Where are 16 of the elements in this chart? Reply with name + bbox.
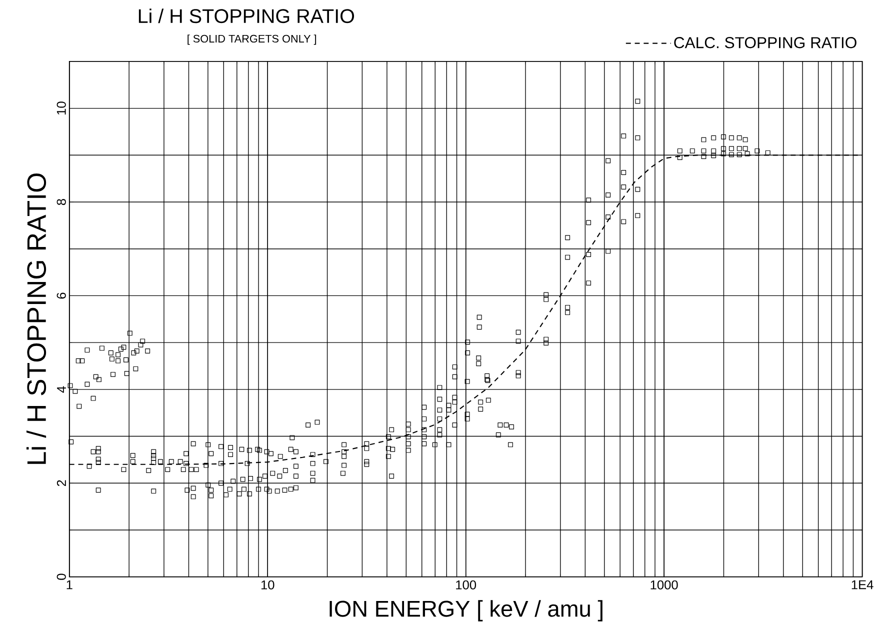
y-tick-label: 2 [56, 480, 66, 486]
y-tick-label: 6 [56, 292, 66, 298]
chart-title: Li / H STOPPING RATIO [138, 8, 354, 23]
y-tick-label: 10 [56, 101, 66, 114]
x-tick-label: 1E4 [852, 580, 874, 589]
chart-subtitle: [ SOLID TARGETS ONLY ] [188, 34, 316, 45]
x-tick-label: 1 [66, 580, 72, 589]
x-axis-title: ION ENERGY [ keV / amu ] [330, 600, 602, 622]
x-tick-label: 10 [261, 580, 274, 590]
x-tick-label: 100 [456, 580, 476, 590]
y-tick-label: 8 [56, 198, 66, 205]
legend-label: CALC. STOPPING RATIO [674, 36, 856, 48]
y-tick-label: 0 [56, 574, 66, 580]
x-tick-label: 1000 [650, 580, 678, 590]
y-tick-label: 4 [57, 386, 66, 393]
y-axis-title: Li / H STOPPING RATIO [26, 173, 46, 464]
